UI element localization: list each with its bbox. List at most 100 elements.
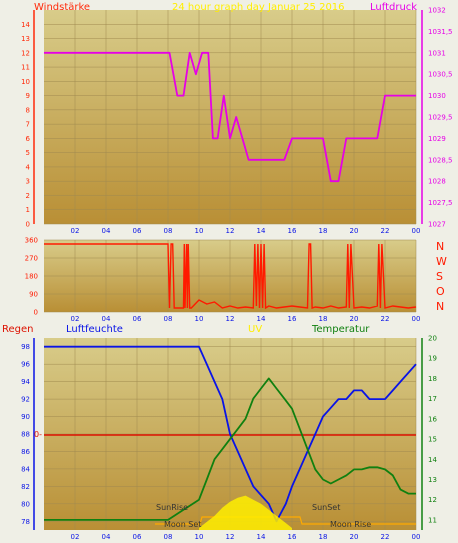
y-right-tick-label: 1030,5 [428,71,453,79]
y-left-tick-label: 1 [26,206,30,214]
direction-label-w: W [436,255,447,268]
y-left-tick-label: 3 [26,178,30,186]
y-tick-label: 90 [29,291,38,299]
moonrise-label: Moon Rise [330,520,371,529]
y-right-tick-label: 1027,5 [428,199,453,207]
y-left-tick-label: 10 [21,78,30,86]
y-left-tick-label: 78 [21,518,30,526]
y-right-tick-label: 17 [428,395,437,403]
y-left-tick-label: 7 [26,121,30,129]
x-tick-label: 10 [195,533,204,541]
y-left-tick-label: 96 [21,361,30,369]
sunset-label: SunSet [312,503,340,512]
y-right-tick-label: 1030 [428,92,446,100]
x-tick-label: 10 [195,315,204,323]
x-tick-label: 16 [288,533,297,541]
x-tick-label: 20 [350,533,359,541]
x-tick-label: 18 [319,315,328,323]
y-right-tick-label: 1027 [428,221,446,229]
pressure-label: Luftdruck [370,2,417,13]
y-right-tick-label: 12 [428,496,437,504]
y-left-tick-label: 14 [21,21,30,29]
x-tick-label: 20 [350,227,359,235]
x-tick-label: 14 [257,533,266,541]
x-tick-label: 20 [350,315,359,323]
y-tick-label: 180 [25,273,38,281]
moonset-label: Moon Set [164,520,201,529]
y-right-tick-label: 1029 [428,135,446,143]
y-tick-label: 360 [25,237,38,245]
x-tick-label: 00 [412,315,421,323]
x-tick-label: 18 [319,533,328,541]
direction-label-n-bottom: N [436,300,444,313]
y-left-tick-label: 12 [21,49,30,57]
y-right-tick-label: 1032 [428,7,446,15]
y-left-tick-label: 6 [26,135,31,143]
y-left-tick-label: 98 [21,343,30,351]
y-left-tick-label: 11 [21,64,30,72]
rain-zero-label: 0- [34,430,42,439]
y-left-tick-label: 2 [26,192,30,200]
x-tick-label: 14 [257,227,266,235]
humidity-label: Luftfeuchte [66,324,123,335]
y-left-tick-label: 86 [21,448,30,456]
x-tick-label: 10 [195,227,204,235]
y-right-tick-label: 14 [428,456,437,464]
x-tick-label: 00 [412,227,421,235]
x-tick-label: 04 [102,533,111,541]
y-left-tick-label: 90 [21,413,30,421]
x-tick-label: 08 [164,533,173,541]
x-tick-label: 12 [226,315,235,323]
x-tick-label: 04 [102,227,111,235]
y-left-tick-label: 82 [21,483,30,491]
x-tick-label: 00 [412,533,421,541]
y-left-tick-label: 84 [21,465,30,473]
x-tick-label: 04 [102,315,111,323]
x-tick-label: 18 [319,227,328,235]
y-left-tick-label: 4 [26,163,31,171]
grid-lines [33,10,423,530]
x-tick-label: 12 [226,227,235,235]
y-right-tick-label: 1031 [428,49,446,57]
x-tick-label: 06 [133,315,142,323]
x-tick-label: 08 [164,315,173,323]
x-tick-label: 06 [133,227,142,235]
uv-label: UV [248,324,262,335]
x-tick-label: 02 [71,315,80,323]
y-right-tick-label: 1028,5 [428,156,453,164]
direction-label-s: S [436,270,443,283]
temperature-label: Temperatur [311,324,370,335]
y-right-tick-label: 1029,5 [428,114,453,122]
y-left-tick-label: 8 [26,106,30,114]
y-left-tick-label: 80 [21,500,30,508]
x-tick-label: 22 [381,315,390,323]
y-right-tick-label: 20 [428,335,437,343]
y-right-tick-label: 19 [428,355,437,363]
chart-title: 24 hour graph day Januar 25 2016 [172,2,345,13]
humidity-line [44,345,417,523]
x-tick-label: 22 [381,227,390,235]
x-tick-label: 22 [381,533,390,541]
tick-labels: 02 04 06 08 10 12 14 16 18 20 22 000123456789101112… [21,7,452,542]
x-tick-label: 16 [288,227,297,235]
rain-label: Regen [2,324,34,335]
x-tick-label: 12 [226,533,235,541]
y-tick-label: 0 [34,309,38,317]
x-tick-label: 08 [164,227,173,235]
y-tick-label: 270 [25,255,38,263]
x-tick-label: 06 [133,533,142,541]
direction-label-n-top: N [436,240,444,253]
pressure-line [44,51,416,183]
y-left-tick-label: 13 [21,35,30,43]
y-right-tick-label: 13 [428,476,437,484]
y-right-tick-label: 11 [428,516,437,524]
y-left-tick-label: 88 [21,431,30,439]
sunrise-label: SunRise [156,503,188,512]
direction-label-o: O [436,285,445,298]
y-right-tick-label: 1031,5 [428,28,453,36]
y-left-tick-label: 9 [26,92,30,100]
y-right-tick-label: 16 [428,415,437,423]
series-lines [44,51,417,530]
x-tick-label: 02 [71,533,80,541]
